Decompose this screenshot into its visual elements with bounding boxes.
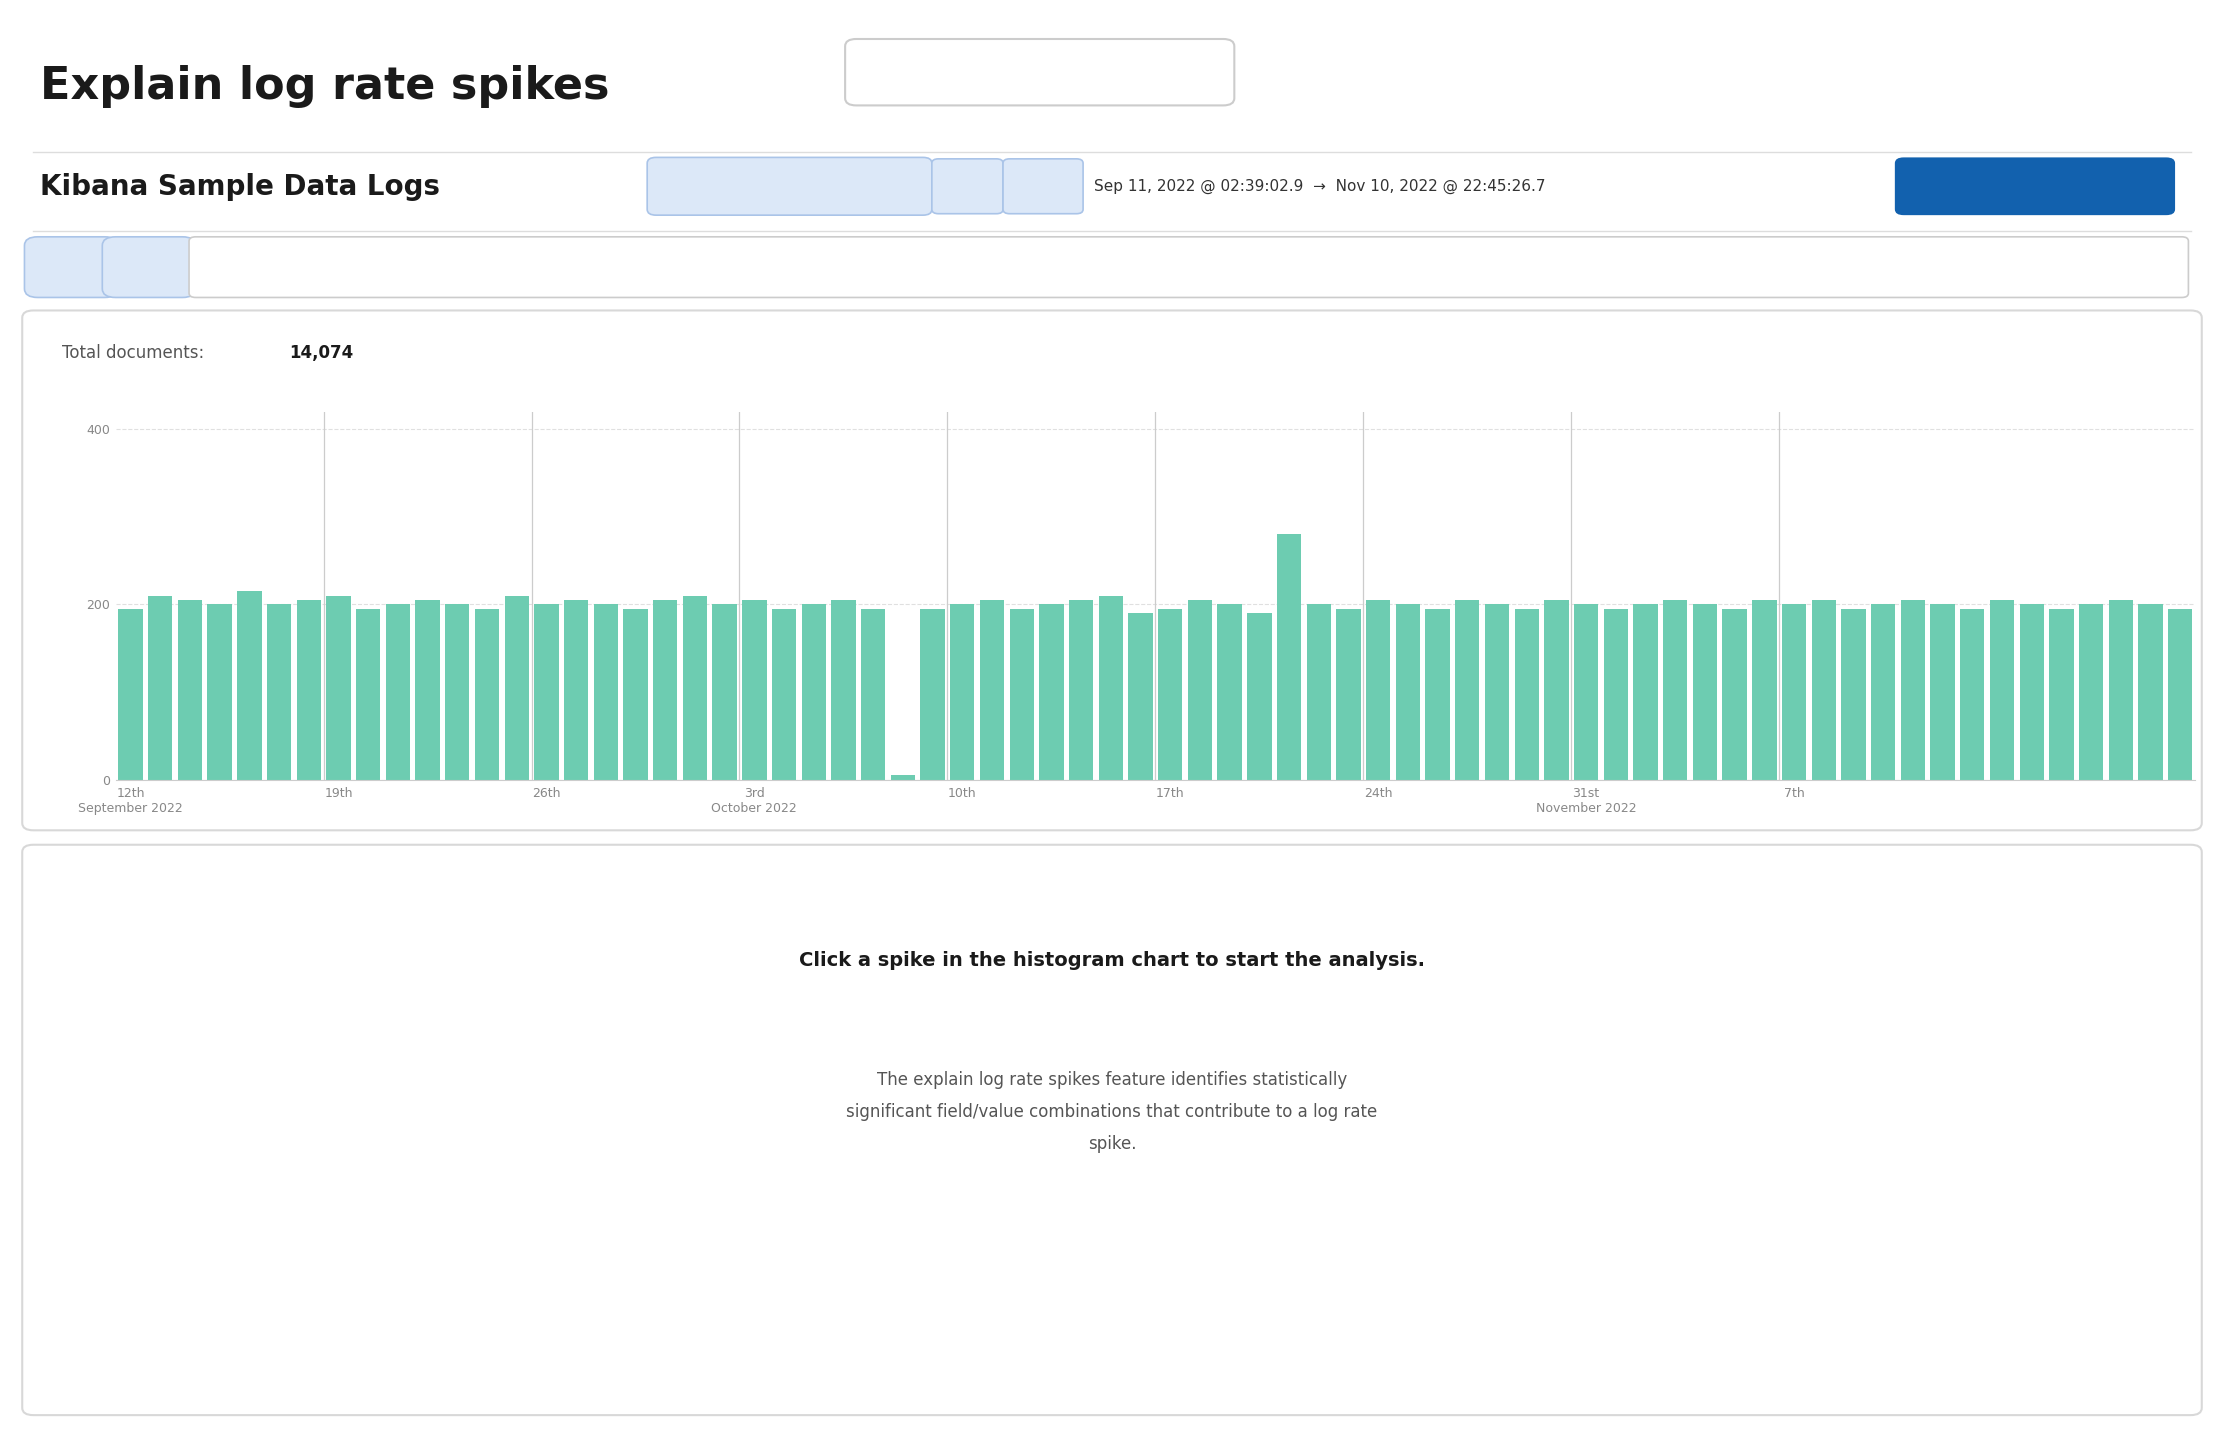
Bar xyxy=(801,605,825,780)
Bar xyxy=(1543,601,1568,780)
Bar xyxy=(1337,609,1361,780)
Bar xyxy=(445,605,469,780)
Text: ⊕: ⊕ xyxy=(140,257,158,277)
Bar xyxy=(565,601,589,780)
Bar xyxy=(1959,609,1984,780)
Bar xyxy=(534,605,558,780)
Text: Kibana Sample Data Logs: Kibana Sample Data Logs xyxy=(40,173,440,201)
Bar xyxy=(1099,595,1123,780)
Bar xyxy=(1070,601,1094,780)
Bar xyxy=(1454,601,1479,780)
Bar xyxy=(1841,609,1866,780)
Bar xyxy=(385,605,409,780)
Bar xyxy=(2048,609,2073,780)
Bar xyxy=(594,605,618,780)
Bar xyxy=(1721,609,1746,780)
Bar xyxy=(267,605,291,780)
Bar xyxy=(2079,605,2104,780)
Bar xyxy=(2019,605,2044,780)
Bar xyxy=(1902,601,1926,780)
Bar xyxy=(149,595,173,780)
Bar xyxy=(1781,605,1806,780)
Bar xyxy=(1515,609,1539,780)
Bar xyxy=(238,591,262,780)
FancyBboxPatch shape xyxy=(22,310,2202,830)
Bar xyxy=(981,601,1005,780)
Bar xyxy=(296,601,320,780)
Bar xyxy=(505,595,529,780)
Bar xyxy=(950,605,974,780)
Text: Total documents:: Total documents: xyxy=(62,344,209,361)
Bar xyxy=(1217,605,1241,780)
FancyBboxPatch shape xyxy=(845,39,1234,105)
Bar xyxy=(1813,601,1837,780)
Text: Sep 11, 2022 @ 02:39:02.9  →  Nov 10, 2022 @ 22:45:26.7: Sep 11, 2022 @ 02:39:02.9 → Nov 10, 2022… xyxy=(1094,179,1546,193)
Text: The explain log rate spikes feature identifies statistically
significant field/v: The explain log rate spikes feature iden… xyxy=(847,1071,1377,1152)
Bar xyxy=(1039,605,1063,780)
FancyBboxPatch shape xyxy=(189,237,2188,297)
Bar xyxy=(207,605,231,780)
Bar xyxy=(178,601,202,780)
Bar xyxy=(772,609,796,780)
Bar xyxy=(2108,601,2133,780)
FancyBboxPatch shape xyxy=(1003,159,1083,214)
Bar xyxy=(1692,605,1717,780)
Bar xyxy=(832,601,856,780)
Bar xyxy=(1397,605,1421,780)
FancyBboxPatch shape xyxy=(24,237,118,297)
Bar xyxy=(683,595,707,780)
Text: Search... (e.g. status:200 AND extension:"PHP"): Search... (e.g. status:200 AND extension… xyxy=(251,260,618,274)
Bar xyxy=(1486,605,1510,780)
Text: ∨: ∨ xyxy=(1056,179,1065,193)
Text: Click a spike in the histogram chart to start the analysis.: Click a spike in the histogram chart to … xyxy=(798,950,1426,970)
Bar xyxy=(1575,605,1599,780)
FancyBboxPatch shape xyxy=(102,237,196,297)
Bar xyxy=(2168,609,2193,780)
Bar xyxy=(1159,609,1183,780)
FancyBboxPatch shape xyxy=(22,845,2202,1415)
Bar xyxy=(356,609,380,780)
Bar xyxy=(861,609,885,780)
Text: ↻  Refresh: ↻ Refresh xyxy=(1986,178,2084,195)
Bar xyxy=(890,775,914,780)
Bar xyxy=(1128,614,1152,780)
Bar xyxy=(1632,605,1657,780)
Bar xyxy=(654,601,678,780)
Bar xyxy=(623,609,647,780)
Bar xyxy=(474,609,498,780)
Bar xyxy=(1753,601,1777,780)
Bar xyxy=(712,605,736,780)
Text: 14,074: 14,074 xyxy=(289,344,354,361)
Bar xyxy=(921,609,945,780)
Bar xyxy=(1426,609,1450,780)
Bar xyxy=(1664,601,1688,780)
Bar xyxy=(1604,609,1628,780)
Bar xyxy=(1248,614,1272,780)
Bar xyxy=(1188,601,1212,780)
Text: 🔍: 🔍 xyxy=(222,260,231,274)
Text: ⠿: ⠿ xyxy=(961,178,974,195)
FancyBboxPatch shape xyxy=(647,157,932,215)
Text: 📅: 📅 xyxy=(1027,179,1034,193)
Bar xyxy=(118,609,142,780)
Bar xyxy=(1870,605,1895,780)
FancyBboxPatch shape xyxy=(1895,157,2175,215)
Bar xyxy=(1010,609,1034,780)
Bar xyxy=(1366,601,1390,780)
Bar xyxy=(1990,601,2015,780)
Bar xyxy=(1930,605,1955,780)
Text: Explain log rate spikes: Explain log rate spikes xyxy=(40,65,609,108)
Text: Use full data: Use full data xyxy=(736,179,843,193)
Bar xyxy=(327,595,351,780)
Bar xyxy=(1305,605,1330,780)
Bar xyxy=(743,601,767,780)
Text: TECHNICAL PREVIEW: TECHNICAL PREVIEW xyxy=(967,65,1112,79)
FancyBboxPatch shape xyxy=(932,159,1003,214)
Bar xyxy=(1277,534,1301,780)
Text: ⊖: ⊖ xyxy=(62,257,80,277)
Bar xyxy=(2137,605,2162,780)
Bar xyxy=(416,601,440,780)
